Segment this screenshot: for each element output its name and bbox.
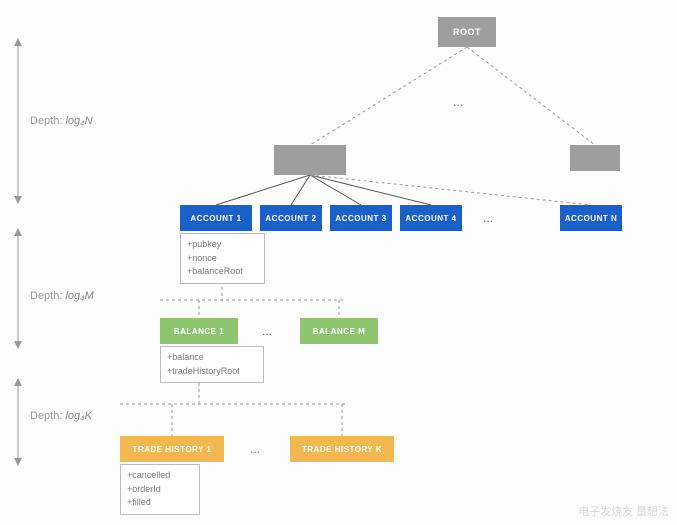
account-node: ACCOUNT N — [560, 205, 622, 231]
inner-node-2 — [570, 145, 620, 171]
account-attrs: +pubkey +nonce +balanceRoot — [180, 233, 265, 284]
balance-node: BALANCE M — [300, 318, 378, 344]
trade-ellipsis: ... — [250, 442, 260, 456]
depth-label-n: Depth: log₄N — [30, 115, 93, 127]
balance-node: BALANCE 1 — [160, 318, 238, 344]
account-node: ACCOUNT 4 — [400, 205, 462, 231]
trade-attrs: +cancelled +orderId +filled — [120, 464, 200, 515]
account-node: ACCOUNT 1 — [180, 205, 252, 231]
trade-node: TRADE HISTORY K — [290, 436, 394, 462]
account-node: ACCOUNT 2 — [260, 205, 322, 231]
account-node: ACCOUNT 3 — [330, 205, 392, 231]
balance-ellipsis: ... — [262, 324, 272, 338]
depth-label-m: Depth: log₄M — [30, 290, 94, 302]
watermark: 电子发烧友 量想法 — [578, 503, 669, 519]
inner-ellipsis: ... — [453, 95, 463, 109]
balance-attrs: +balance +tradeHistoryRoot — [160, 346, 264, 383]
account-ellipsis: ... — [483, 211, 493, 225]
depth-label-k: Depth: log₄K — [30, 410, 92, 422]
root-node: ROOT — [438, 17, 496, 47]
trade-node: TRADE HISTORY 1 — [120, 436, 224, 462]
inner-node-1 — [274, 145, 346, 175]
